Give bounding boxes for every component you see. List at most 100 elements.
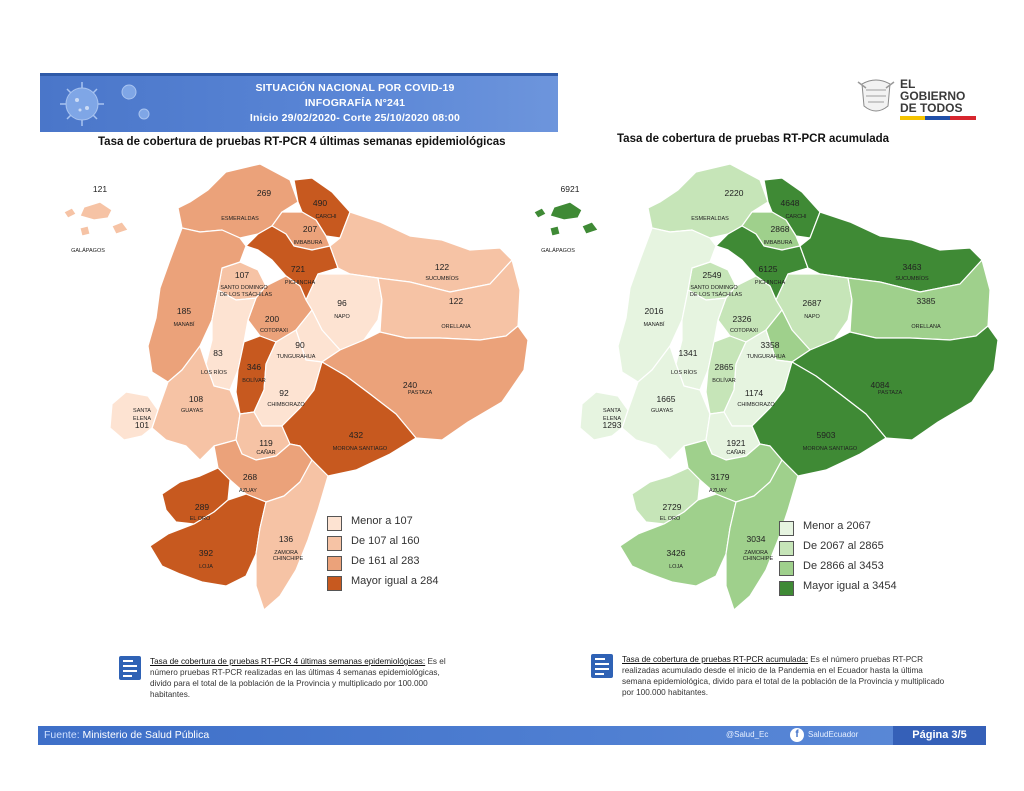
province-shapes (63, 163, 529, 611)
province-los-rios[interactable] (675, 289, 727, 391)
province-labels: 121 269 490 207 721 107 122 96 122 185 200 90 83 346 2… (71, 184, 471, 570)
footer-bar: Fuente: Ministerio de Salud Pública @Sal… (38, 726, 986, 745)
facebook-handle[interactable]: SaludEcuador (808, 730, 859, 739)
province-name-zamora-chinchipe: ZAMORA (744, 550, 768, 556)
province-value-guayas: 108 (189, 394, 203, 404)
province-name-zamora-chinchipe: CHINCHIPE (273, 556, 304, 562)
province-value-imbabura: 2868 (771, 224, 790, 234)
legend-label: De 2866 al 3453 (803, 560, 884, 572)
legend-label: Mayor igual a 284 (351, 575, 439, 587)
right-note-body: Es el número pruebas RT-PCR realizadas a… (622, 655, 945, 697)
logo-line-1: EL (900, 77, 916, 91)
province-name-napo: NAPO (334, 314, 350, 320)
legend-swatch (779, 581, 794, 596)
facebook-icon[interactable]: f (790, 728, 804, 742)
province-name-pichincha: PICHINCHA (755, 280, 786, 286)
footer-source-label: Fuente: (44, 729, 80, 741)
left-legend: Menor a 107 De 107 al 160 De 161 al 283 … (327, 515, 467, 595)
province-los-rios[interactable] (205, 289, 257, 391)
province-carchi[interactable] (293, 177, 351, 239)
province-galapagos-island[interactable] (533, 207, 547, 219)
province-value-cotopaxi: 2326 (733, 314, 752, 324)
page-number: Página 3/5 (912, 729, 967, 741)
province-value-orellana: 3385 (917, 296, 936, 306)
province-value-pichincha: 6125 (759, 264, 778, 274)
province-name-cotopaxi: COTOPAXI (730, 328, 758, 334)
province-value-canar: 1921 (727, 438, 746, 448)
province-galapagos-island[interactable] (63, 207, 77, 219)
province-morona-santiago[interactable] (281, 361, 417, 477)
header-banner: SITUACIÓN NACIONAL POR COVID-19 INFOGRAF… (40, 73, 558, 132)
left-note: Tasa de cobertura de pruebas RT-PCR 4 úl… (150, 656, 460, 700)
province-value-tungurahua: 90 (295, 340, 305, 350)
province-value-azuay: 268 (243, 472, 257, 482)
province-value-manabi: 2016 (645, 306, 664, 316)
province-value-manabi: 185 (177, 306, 191, 316)
province-name-sucumbios: SUCUMBÍOS (425, 275, 459, 282)
province-value-loja: 3426 (667, 548, 686, 558)
province-value-santa-elena: 1293 (603, 420, 622, 430)
province-zamora-chinchipe[interactable] (725, 459, 799, 611)
province-santa-elena[interactable] (109, 391, 159, 441)
virus-icon (60, 82, 150, 126)
province-value-pastaza: 4084 (871, 380, 890, 390)
right-choropleth-map: 6921 2220 4648 2868 6125 2549 3463 2687 3385 2016… (533, 163, 999, 611)
province-manabi[interactable] (147, 227, 247, 383)
province-name-manabi: MANABÍ (173, 321, 195, 328)
province-name-los-rios: LOS RÍOS (671, 369, 697, 376)
province-name-loja: LOJA (669, 564, 683, 570)
province-value-chimborazo: 1174 (745, 388, 764, 398)
logo-line-2: GOBIERNO (900, 89, 966, 103)
province-name-zamora-chinchipe: CHINCHIPE (743, 556, 774, 562)
right-note-title: Tasa de cobertura de pruebas RT-PCR acum… (622, 655, 808, 664)
logo-line-3: DE TODOS (900, 101, 963, 115)
province-galapagos[interactable] (79, 201, 113, 221)
right-map-title: Tasa de cobertura de pruebas RT-PCR acum… (617, 133, 890, 145)
province-galapagos-island[interactable] (549, 225, 561, 237)
province-value-canar: 119 (259, 438, 273, 448)
twitter-handle[interactable]: @Salud_Ec (726, 730, 769, 739)
legend-swatch (327, 516, 342, 531)
province-carchi[interactable] (763, 177, 821, 239)
province-galapagos-island[interactable] (79, 225, 91, 237)
info-document-icon (591, 654, 613, 678)
province-value-santo-domingo-de-los-tsachilas: 2549 (703, 270, 722, 280)
province-name-santa-elena: ELENA (133, 416, 151, 422)
province-value-galapagos: 6921 (561, 184, 580, 194)
province-name-loja: LOJA (199, 564, 213, 570)
legend-label: De 161 al 283 (351, 555, 420, 567)
province-santa-elena[interactable] (579, 391, 629, 441)
province-value-el-oro: 2729 (663, 502, 682, 512)
province-name-chimborazo: CHIMBORAZO (737, 402, 775, 408)
province-manabi[interactable] (617, 227, 717, 383)
province-value-chimborazo: 92 (279, 388, 289, 398)
province-value-bolivar: 346 (247, 362, 261, 372)
province-value-morona-santiago: 432 (349, 430, 363, 440)
province-value-los-rios: 1341 (679, 348, 698, 358)
province-galapagos-island[interactable] (581, 221, 599, 235)
province-value-cotopaxi: 200 (265, 314, 279, 324)
province-name-carchi: CARCHI (315, 214, 337, 220)
legend-swatch (779, 541, 794, 556)
province-labels: 6921 2220 4648 2868 6125 2549 3463 2687 3385 2016… (541, 184, 941, 570)
header-line-2: INFOGRAFÍA N°241 (304, 97, 406, 109)
province-value-santa-elena: 101 (135, 420, 149, 430)
legend-swatch (779, 561, 794, 576)
left-note-body: Es el número pruebas RT-PCR realizadas e… (150, 657, 446, 699)
province-name-manabi: MANABÍ (643, 321, 665, 328)
province-name-santa-elena: SANTA (133, 408, 151, 414)
province-name-santa-elena: SANTA (603, 408, 621, 414)
legend-label: Mayor igual a 3454 (803, 580, 897, 592)
province-name-esmeraldas: ESMERALDAS (221, 216, 259, 222)
province-morona-santiago[interactable] (751, 361, 887, 477)
province-zamora-chinchipe[interactable] (255, 459, 329, 611)
province-name-santa-elena: ELENA (603, 416, 621, 422)
gov-logo: EL GOBIERNO DE TODOS (856, 76, 986, 124)
footer-source-name: Ministerio de Salud Pública (82, 729, 210, 741)
legend-swatch (327, 576, 342, 591)
province-galapagos[interactable] (549, 201, 583, 221)
coat-of-arms-icon (857, 79, 895, 112)
province-galapagos-island[interactable] (111, 221, 129, 235)
province-value-pastaza: 240 (403, 380, 417, 390)
province-value-napo: 2687 (803, 298, 822, 308)
